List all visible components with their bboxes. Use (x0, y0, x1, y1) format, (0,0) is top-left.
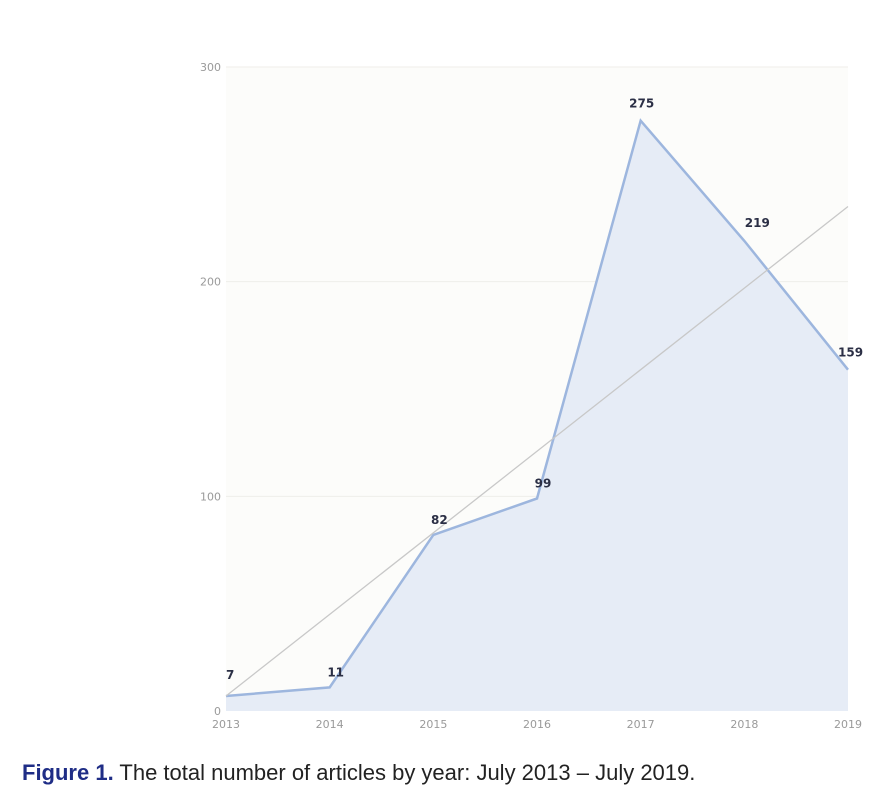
data-label-2014: 11 (327, 665, 344, 679)
caption-label: Figure 1. (22, 760, 114, 785)
trendline-layer (225, 206, 849, 697)
data-label-2017: 275 (629, 97, 654, 111)
y-tick-200: 200 (200, 276, 221, 289)
data-label-2018: 219 (745, 216, 770, 230)
area-layer (225, 118, 849, 711)
data-label-2019: 159 (838, 346, 863, 360)
trendline (225, 206, 849, 697)
caption-text: The total number of articles by year: Ju… (113, 760, 696, 785)
x-tick-2019: 2019 (834, 718, 862, 731)
x-tick-2013: 2013 (212, 718, 240, 731)
y-tick-labels: 0 100 200 300 (200, 61, 221, 718)
data-label-2015: 82 (431, 513, 448, 527)
chart: 0 100 200 300 2013 2014 2015 2016 2017 2018 2019 … (200, 61, 863, 731)
y-tick-100: 100 (200, 490, 221, 503)
data-label-2013: 7 (226, 668, 234, 682)
x-tick-labels: 2013 2014 2015 2016 2017 2018 2019 (212, 718, 862, 731)
data-labels: 7 11 82 99 275 219 159 (226, 97, 863, 682)
area-fill (226, 120, 848, 711)
figure-caption: Figure 1. The total number of articles b… (22, 760, 695, 786)
x-tick-2015: 2015 (419, 718, 447, 731)
x-tick-2014: 2014 (316, 718, 344, 731)
y-tick-0: 0 (214, 705, 221, 718)
x-tick-2017: 2017 (627, 718, 655, 731)
y-tick-300: 300 (200, 61, 221, 74)
x-tick-2016: 2016 (523, 718, 551, 731)
data-label-2016: 99 (535, 476, 552, 490)
x-tick-2018: 2018 (730, 718, 758, 731)
